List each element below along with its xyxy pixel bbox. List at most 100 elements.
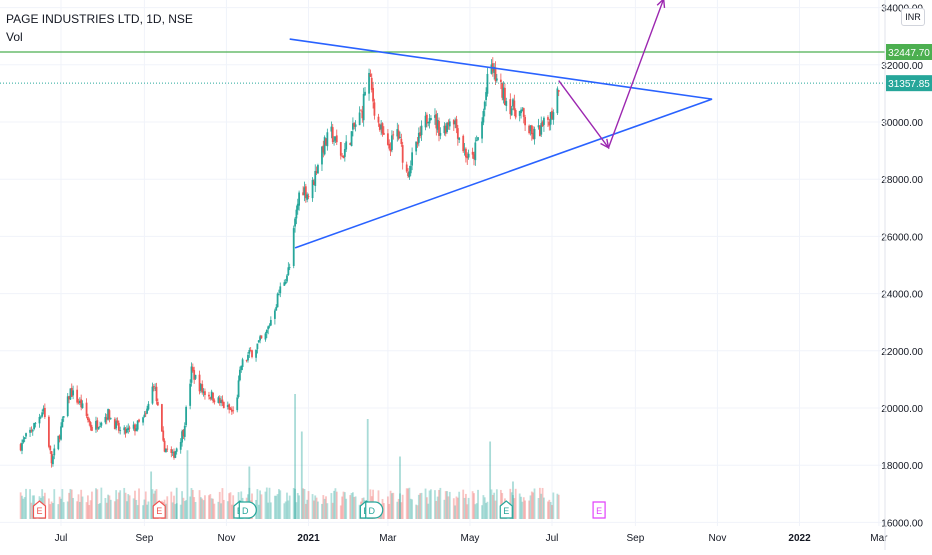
volume-bar (147, 501, 150, 519)
candle-body (362, 93, 365, 121)
candle-body (315, 171, 318, 174)
volume-bar (22, 498, 25, 519)
currency-badge[interactable]: INR (901, 8, 925, 26)
volume-bar (200, 497, 202, 519)
candle-body (105, 417, 108, 420)
candle-body (193, 370, 196, 380)
volume-bar (439, 487, 442, 519)
volume-bar (119, 490, 122, 519)
candle-body (170, 449, 173, 453)
volume-bar (182, 497, 185, 519)
candle-body (499, 79, 502, 82)
volume-bar (124, 492, 127, 519)
candle-body (29, 429, 31, 433)
volume-bar (165, 503, 167, 519)
event-marker-label: E (503, 506, 509, 516)
candle-body (512, 99, 514, 107)
volume-bar (104, 498, 107, 519)
volume-bar (547, 501, 549, 519)
volume-bar (304, 503, 307, 519)
candle-body (136, 420, 139, 430)
volume-bar (458, 491, 461, 519)
candle-body (165, 448, 167, 453)
candle-body (260, 335, 263, 339)
candle-body (494, 67, 497, 82)
volume-bar (540, 493, 543, 519)
candle-body (350, 131, 353, 147)
candle-body (436, 119, 439, 130)
volume-bar (408, 487, 411, 519)
volume-bar (520, 496, 522, 519)
volume-bar (198, 490, 201, 519)
candle-body (448, 121, 451, 127)
candle-body (174, 451, 177, 458)
volume-bar (226, 501, 229, 519)
candle-body (386, 133, 389, 145)
event-markers[interactable]: EEEDEDEE (32, 500, 606, 519)
volume-bar (322, 495, 325, 519)
candle-body (38, 416, 41, 424)
candle-body (273, 310, 276, 319)
volume-bar (87, 495, 89, 519)
candle-body (52, 456, 54, 465)
volume-bar (529, 495, 532, 519)
volume-bar (314, 495, 317, 519)
volume-bar (284, 501, 287, 519)
drawings[interactable] (0, 0, 885, 249)
volume-bar (229, 492, 232, 519)
candle-body (477, 137, 479, 140)
volume-bar (411, 499, 413, 519)
candle-body (439, 132, 442, 136)
candle-body (50, 451, 53, 464)
legend: PAGE INDUSTRIES LTD, 1D, NSE Vol (6, 10, 193, 46)
volume-bar (76, 501, 79, 519)
volume-bar (321, 503, 323, 519)
volume-bar (70, 489, 73, 519)
candle-body (69, 388, 72, 400)
volume-bar (269, 502, 272, 519)
candle-body (321, 146, 323, 165)
candle-body (504, 87, 506, 106)
candle-body (119, 429, 122, 431)
volume-bar (447, 496, 450, 519)
candle-body (454, 120, 457, 125)
symbol-title[interactable]: PAGE INDUSTRIES LTD, 1D, NSE (6, 12, 193, 26)
candle-body (245, 359, 248, 361)
volume-bar (170, 491, 173, 519)
candle-body (60, 426, 62, 440)
volume-bar (77, 494, 80, 519)
event-marker-label: D (368, 506, 375, 516)
volume-bar (85, 502, 88, 519)
volume-bar (389, 490, 392, 519)
candle-body (339, 142, 342, 156)
candle-body (194, 374, 197, 379)
volume-bar (415, 504, 418, 519)
price-label-bg (886, 75, 932, 92)
candle-body (257, 340, 260, 343)
volume-bar (533, 488, 536, 519)
candle-body (210, 391, 213, 399)
volume-bar (265, 487, 268, 519)
candle-body (323, 137, 326, 155)
volume-indicator-label[interactable]: Vol (6, 30, 23, 44)
candle-body (109, 417, 112, 419)
candle-body (47, 416, 50, 447)
candle-body (513, 100, 516, 111)
candle-body (502, 87, 505, 100)
volume-bar (294, 488, 296, 519)
volume-bar (95, 488, 97, 519)
candle-body (143, 414, 146, 418)
volume-bar (543, 497, 545, 519)
volume-bar (462, 489, 465, 519)
candle-body (456, 128, 459, 139)
event-marker-label: E (596, 506, 602, 516)
candle-body (217, 397, 220, 403)
volume-bar (151, 489, 154, 519)
volume-bar (446, 491, 448, 519)
candle-body (287, 267, 290, 275)
projection-arrowhead-down (600, 138, 610, 150)
candle-body (399, 136, 401, 138)
candle-body (43, 407, 46, 418)
